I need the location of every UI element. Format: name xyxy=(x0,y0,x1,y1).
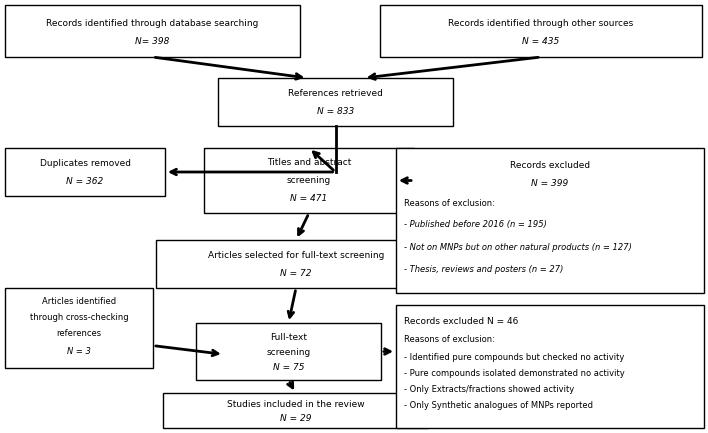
Text: - Not on MNPs but on other natural products (n = 127): - Not on MNPs but on other natural produ… xyxy=(404,242,632,252)
Bar xyxy=(218,78,453,126)
Bar xyxy=(5,5,300,57)
Text: N = 833: N = 833 xyxy=(317,107,354,116)
Text: - Pure compounds isolated demonstrated no activity: - Pure compounds isolated demonstrated n… xyxy=(404,368,624,378)
Text: N = 75: N = 75 xyxy=(273,363,304,372)
Text: screening: screening xyxy=(266,348,311,357)
Text: Reasons of exclusion:: Reasons of exclusion: xyxy=(404,198,495,207)
Text: N = 435: N = 435 xyxy=(523,37,559,46)
Text: Records identified through database searching: Records identified through database sear… xyxy=(46,19,258,28)
Text: N = 362: N = 362 xyxy=(67,177,103,186)
Text: - Identified pure compounds but checked no activity: - Identified pure compounds but checked … xyxy=(404,352,624,362)
Text: - Only Extracts/fractions showed activity: - Only Extracts/fractions showed activit… xyxy=(404,385,574,394)
Text: Full-text: Full-text xyxy=(270,333,307,342)
Text: N = 471: N = 471 xyxy=(290,194,328,203)
Bar xyxy=(396,305,704,428)
Bar xyxy=(196,323,381,380)
Text: Records excluded N = 46: Records excluded N = 46 xyxy=(404,317,518,326)
Bar xyxy=(380,5,702,57)
Bar xyxy=(156,240,436,288)
Text: Articles selected for full-text screening: Articles selected for full-text screenin… xyxy=(208,251,384,260)
Text: Records identified through other sources: Records identified through other sources xyxy=(448,19,634,28)
Text: screening: screening xyxy=(287,176,331,185)
Bar xyxy=(5,148,165,196)
Text: N = 72: N = 72 xyxy=(280,269,312,278)
Text: N = 399: N = 399 xyxy=(532,180,569,188)
Text: Articles identified: Articles identified xyxy=(42,297,116,306)
Text: Records excluded: Records excluded xyxy=(510,162,590,171)
Text: Duplicates removed: Duplicates removed xyxy=(40,159,130,168)
Text: - Thesis, reviews and posters (n = 27): - Thesis, reviews and posters (n = 27) xyxy=(404,265,564,275)
Bar xyxy=(396,148,704,293)
Text: Studies included in the review: Studies included in the review xyxy=(227,400,365,409)
Text: N = 3: N = 3 xyxy=(67,348,91,356)
Bar xyxy=(204,148,414,213)
Bar xyxy=(5,288,153,368)
Text: - Published before 2016 (n = 195): - Published before 2016 (n = 195) xyxy=(404,220,547,229)
Text: References retrieved: References retrieved xyxy=(288,89,383,98)
Text: N= 398: N= 398 xyxy=(135,37,170,46)
Text: - Only Synthetic analogues of MNPs reported: - Only Synthetic analogues of MNPs repor… xyxy=(404,401,593,410)
Text: Reasons of exclusion:: Reasons of exclusion: xyxy=(404,335,495,343)
Text: N = 29: N = 29 xyxy=(280,414,312,423)
Text: references: references xyxy=(57,329,101,338)
Text: Titles and abstract: Titles and abstract xyxy=(267,158,351,167)
Text: through cross-checking: through cross-checking xyxy=(30,313,128,322)
Bar xyxy=(163,393,428,428)
